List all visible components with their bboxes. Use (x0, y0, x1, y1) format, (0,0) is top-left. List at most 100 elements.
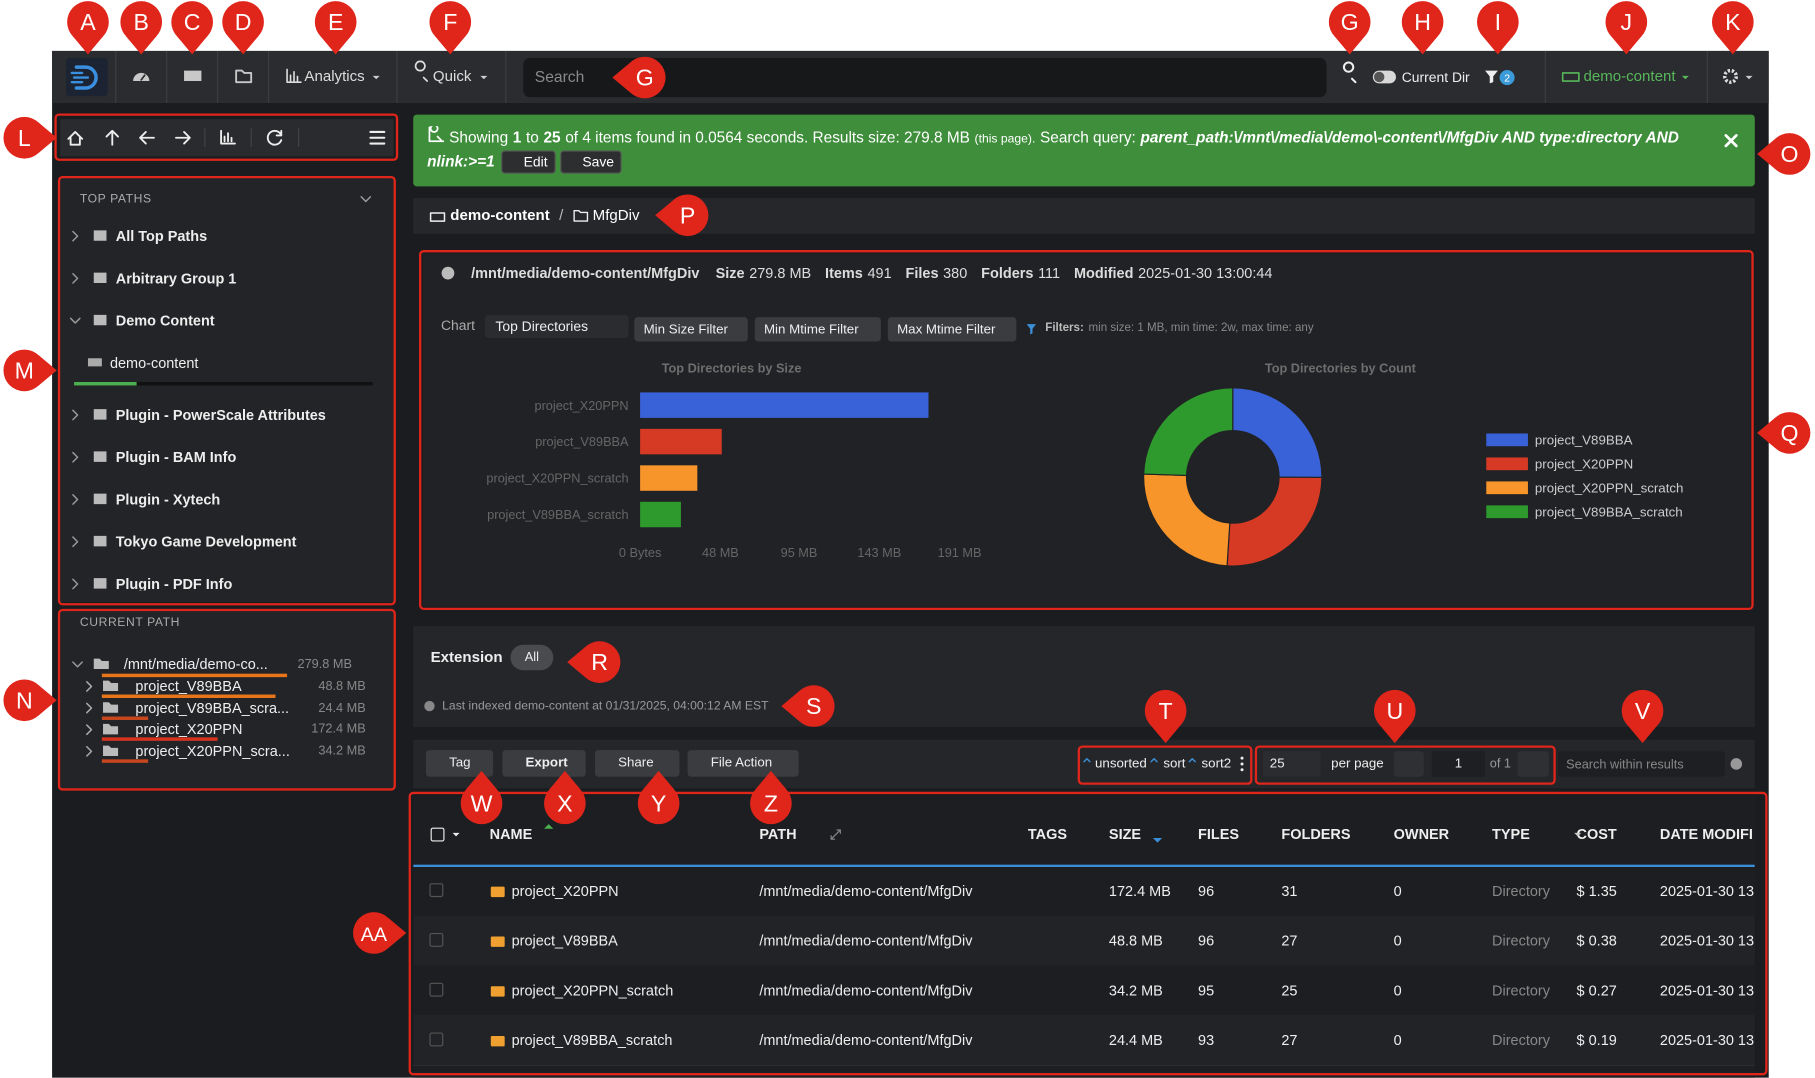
callout-badge (1768, 412, 1811, 454)
legend-label: project_X20PPN_scratch (1535, 480, 1684, 495)
index-drive-icon (1561, 72, 1580, 82)
breadcrumb-current: MfgDiv (592, 206, 640, 224)
filter-button[interactable]: Min Size Filter (634, 317, 748, 342)
expand-chevron (72, 409, 79, 421)
sort-menu-dot (1240, 762, 1244, 766)
callout-label: X (557, 790, 572, 816)
nav-menu[interactable]: Analytics (304, 67, 365, 85)
sort-field[interactable]: sort2 (1201, 757, 1232, 771)
column-header[interactable]: TYPE (1492, 826, 1530, 843)
row-checkbox[interactable] (429, 883, 444, 898)
callout-label: AA (361, 924, 388, 946)
search-placeholder: Search (534, 68, 585, 86)
cell: /mnt/media/demo-content/MfgDiv (759, 932, 973, 950)
cell[interactable]: project_V89BBA_scratch (511, 1032, 673, 1049)
drive-icon (87, 358, 102, 367)
page-input[interactable]: 1 (1431, 751, 1486, 777)
current-path-child[interactable]: project_V89BBA_scra... (135, 699, 290, 717)
current-path-child[interactable]: project_X20PPN_scra... (135, 743, 290, 760)
donut-segment (1143, 473, 1231, 567)
callout-label: M (15, 358, 34, 384)
column-header[interactable]: SIZE (1108, 826, 1142, 843)
top-path-item[interactable]: demo-content (109, 354, 199, 371)
alert-button[interactable]: Save (560, 150, 623, 174)
cell[interactable]: project_X20PPN (511, 883, 619, 900)
cell[interactable]: project_V89BBA (511, 932, 618, 950)
callout-label: T (1159, 698, 1173, 724)
column-header[interactable]: NAME (489, 826, 533, 843)
breadcrumb-root[interactable]: demo-content (450, 206, 550, 224)
top-path-group[interactable]: Plugin - PowerScale Attributes (115, 406, 326, 424)
sort-caret (1188, 758, 1196, 763)
row-checkbox[interactable] (429, 1032, 444, 1047)
results-search[interactable] (1558, 751, 1725, 777)
current-path-size: 34.2 MB (318, 744, 366, 759)
breadcrumb-bar (413, 197, 1755, 234)
index-selector[interactable]: demo-content (1583, 67, 1676, 85)
sort-field[interactable]: unsorted (1095, 757, 1147, 771)
analytics-icon (286, 68, 302, 83)
top-path-group[interactable]: Plugin - BAM Info (115, 449, 237, 466)
top-path-group[interactable]: Plugin - Xytech (115, 491, 221, 508)
toggle[interactable] (1372, 70, 1396, 84)
column-header[interactable]: FILES (1198, 826, 1240, 843)
action-button[interactable]: File Action (687, 750, 799, 777)
annotation-outline (57, 175, 396, 606)
per-page-select[interactable] (1262, 751, 1321, 777)
filter-button[interactable]: Min Mtime Filter (754, 317, 881, 342)
group-icon (93, 230, 107, 241)
current-path-root[interactable]: /mnt/media/demo-co... (123, 656, 268, 673)
header-checkbox[interactable] (430, 827, 445, 842)
extension-pill[interactable]: All (510, 644, 554, 671)
callout-badge (1401, 1, 1444, 43)
alert-query: parent_path:\/mnt\/media\/demo\-content\… (427, 128, 1679, 171)
callout-label: U (1386, 698, 1403, 724)
alert-word: to (526, 128, 539, 146)
column-header[interactable]: TAGS (1027, 826, 1068, 843)
top-path-group[interactable]: Demo Content (115, 312, 215, 329)
callout-label: D (235, 9, 252, 35)
per-page-value: 25 (1269, 757, 1285, 771)
column-header[interactable]: COST (1576, 826, 1617, 843)
column-header[interactable]: PATH (759, 826, 797, 843)
bar (640, 392, 929, 418)
alert-button[interactable]: Edit (501, 150, 556, 174)
callout-badge (792, 685, 835, 727)
action-button[interactable]: Share (594, 750, 680, 777)
top-path-group[interactable]: Arbitrary Group 1 (115, 270, 237, 287)
action-button[interactable]: Export (502, 750, 586, 777)
row-checkbox[interactable] (429, 932, 444, 947)
row-checkbox[interactable] (429, 982, 444, 997)
nav-menu[interactable]: Quick (432, 67, 472, 85)
top-path-group[interactable]: Tokyo Game Development (115, 533, 297, 550)
group-icon (93, 272, 107, 284)
top-path-group[interactable]: All Top Paths (115, 228, 208, 245)
current-path-child[interactable]: project_X20PPN (135, 721, 243, 738)
cell: 2025-01-30 13 (1659, 982, 1755, 999)
cell[interactable]: project_X20PPN_scratch (511, 982, 674, 999)
caret (1574, 832, 1582, 837)
cell: 2025-01-30 13 (1659, 1032, 1755, 1049)
chart-select[interactable] (485, 314, 629, 338)
folder-icon (103, 702, 119, 713)
column-header[interactable]: DATE MODIFI (1659, 826, 1753, 843)
bar (640, 465, 698, 491)
legend-swatch (1486, 433, 1528, 447)
sort-menu-dot (1240, 756, 1244, 760)
callout-label: W (471, 790, 493, 816)
filter-button[interactable]: Max Mtime Filter (887, 317, 1017, 342)
sort-field[interactable]: sort (1163, 757, 1186, 771)
drive-icon (184, 70, 202, 82)
chart-label: Chart (441, 317, 475, 334)
info-value: 111 (1038, 265, 1061, 282)
alert-query-label: Search query: (1039, 128, 1136, 146)
prev-page[interactable] (1393, 751, 1424, 777)
next-page[interactable] (1517, 751, 1549, 777)
annotation-outline (54, 113, 399, 161)
callout-badge (3, 679, 46, 722)
current-path-child[interactable]: project_V89BBA (135, 678, 242, 695)
column-header[interactable]: OWNER (1393, 826, 1450, 843)
alert-note: (this page). (974, 131, 1036, 146)
column-header[interactable]: FOLDERS (1281, 826, 1351, 843)
top-path-group[interactable]: Plugin - PDF Info (115, 575, 233, 591)
